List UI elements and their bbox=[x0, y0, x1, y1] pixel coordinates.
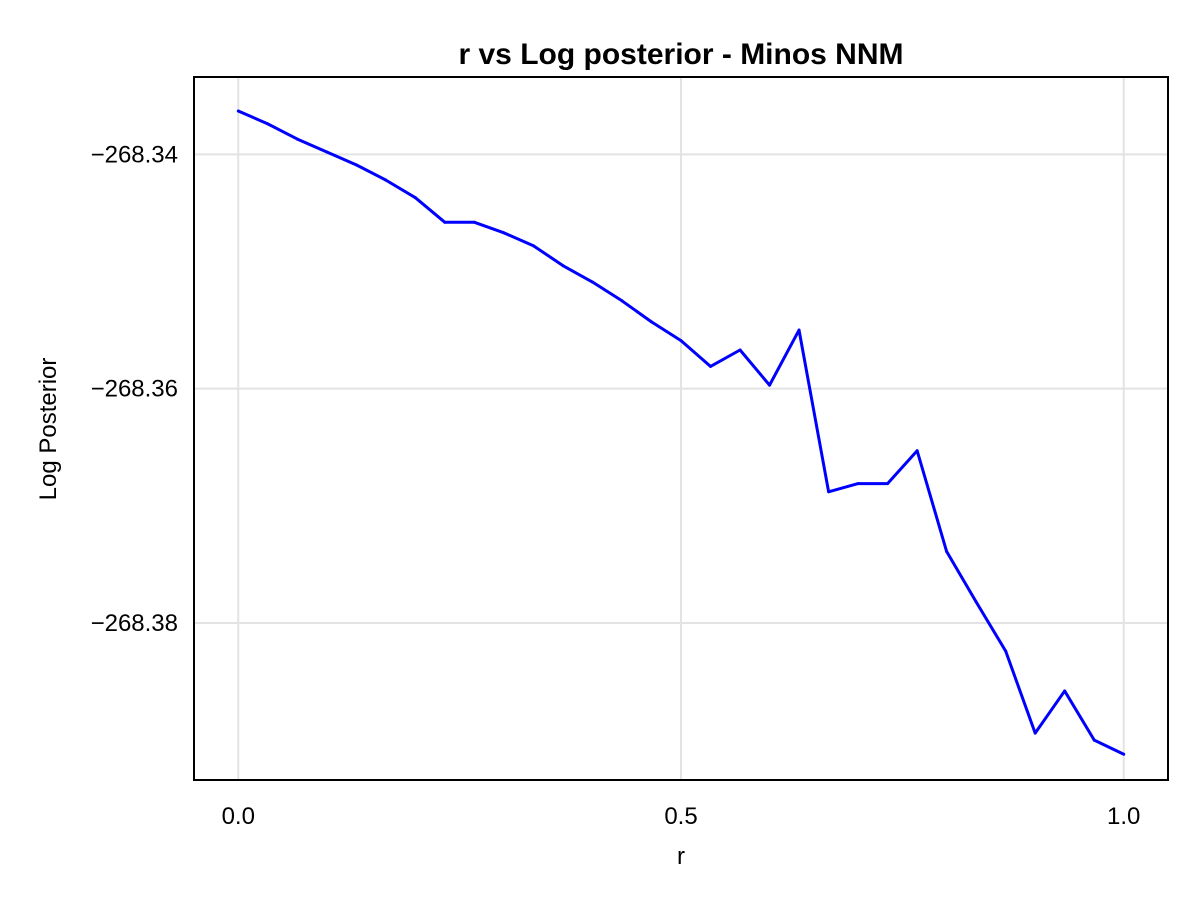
data-point bbox=[266, 122, 270, 126]
chart-title: r vs Log posterior - Minos NNM bbox=[458, 38, 903, 71]
y-tick-label: −268.36 bbox=[91, 376, 178, 403]
data-point bbox=[1033, 731, 1037, 735]
data-point bbox=[354, 163, 358, 167]
data-point bbox=[472, 220, 476, 224]
data-point bbox=[738, 348, 742, 352]
data-point bbox=[620, 299, 624, 303]
data-point bbox=[384, 178, 388, 182]
data-point bbox=[325, 150, 329, 154]
tick-labels: 0.0 0.5 1.0 −268.34 −268.36 −268.38 bbox=[91, 141, 1141, 830]
data-point bbox=[531, 244, 535, 248]
y-tick-label: −268.38 bbox=[91, 610, 178, 637]
data-point bbox=[974, 600, 978, 604]
data-point bbox=[1122, 752, 1126, 756]
data-point bbox=[1004, 649, 1008, 653]
x-axis-label: r bbox=[677, 843, 685, 870]
data-point bbox=[1063, 689, 1067, 693]
data-point bbox=[295, 137, 299, 141]
data-point bbox=[797, 328, 801, 332]
plot-frame bbox=[193, 76, 1169, 781]
grid bbox=[194, 77, 1168, 780]
data-point bbox=[945, 550, 949, 554]
y-tick-label: −268.34 bbox=[91, 141, 178, 168]
data-point bbox=[236, 109, 240, 113]
x-tick-label: 0.0 bbox=[222, 803, 255, 830]
series-layer bbox=[236, 109, 1126, 756]
data-point bbox=[679, 339, 683, 343]
data-point bbox=[915, 449, 919, 453]
x-tick-label: 1.0 bbox=[1107, 803, 1140, 830]
data-point bbox=[708, 364, 712, 368]
data-point bbox=[886, 482, 890, 486]
data-point bbox=[650, 320, 654, 324]
data-point bbox=[1092, 738, 1096, 742]
data-point bbox=[768, 383, 772, 387]
data-point bbox=[827, 490, 831, 494]
data-point bbox=[590, 280, 594, 284]
data-point bbox=[443, 220, 447, 224]
y-axis-label: Log Posterior bbox=[35, 358, 62, 501]
data-point bbox=[413, 196, 417, 200]
data-point bbox=[561, 264, 565, 268]
data-point bbox=[502, 231, 506, 235]
x-tick-label: 0.5 bbox=[664, 803, 697, 830]
data-point bbox=[856, 482, 860, 486]
